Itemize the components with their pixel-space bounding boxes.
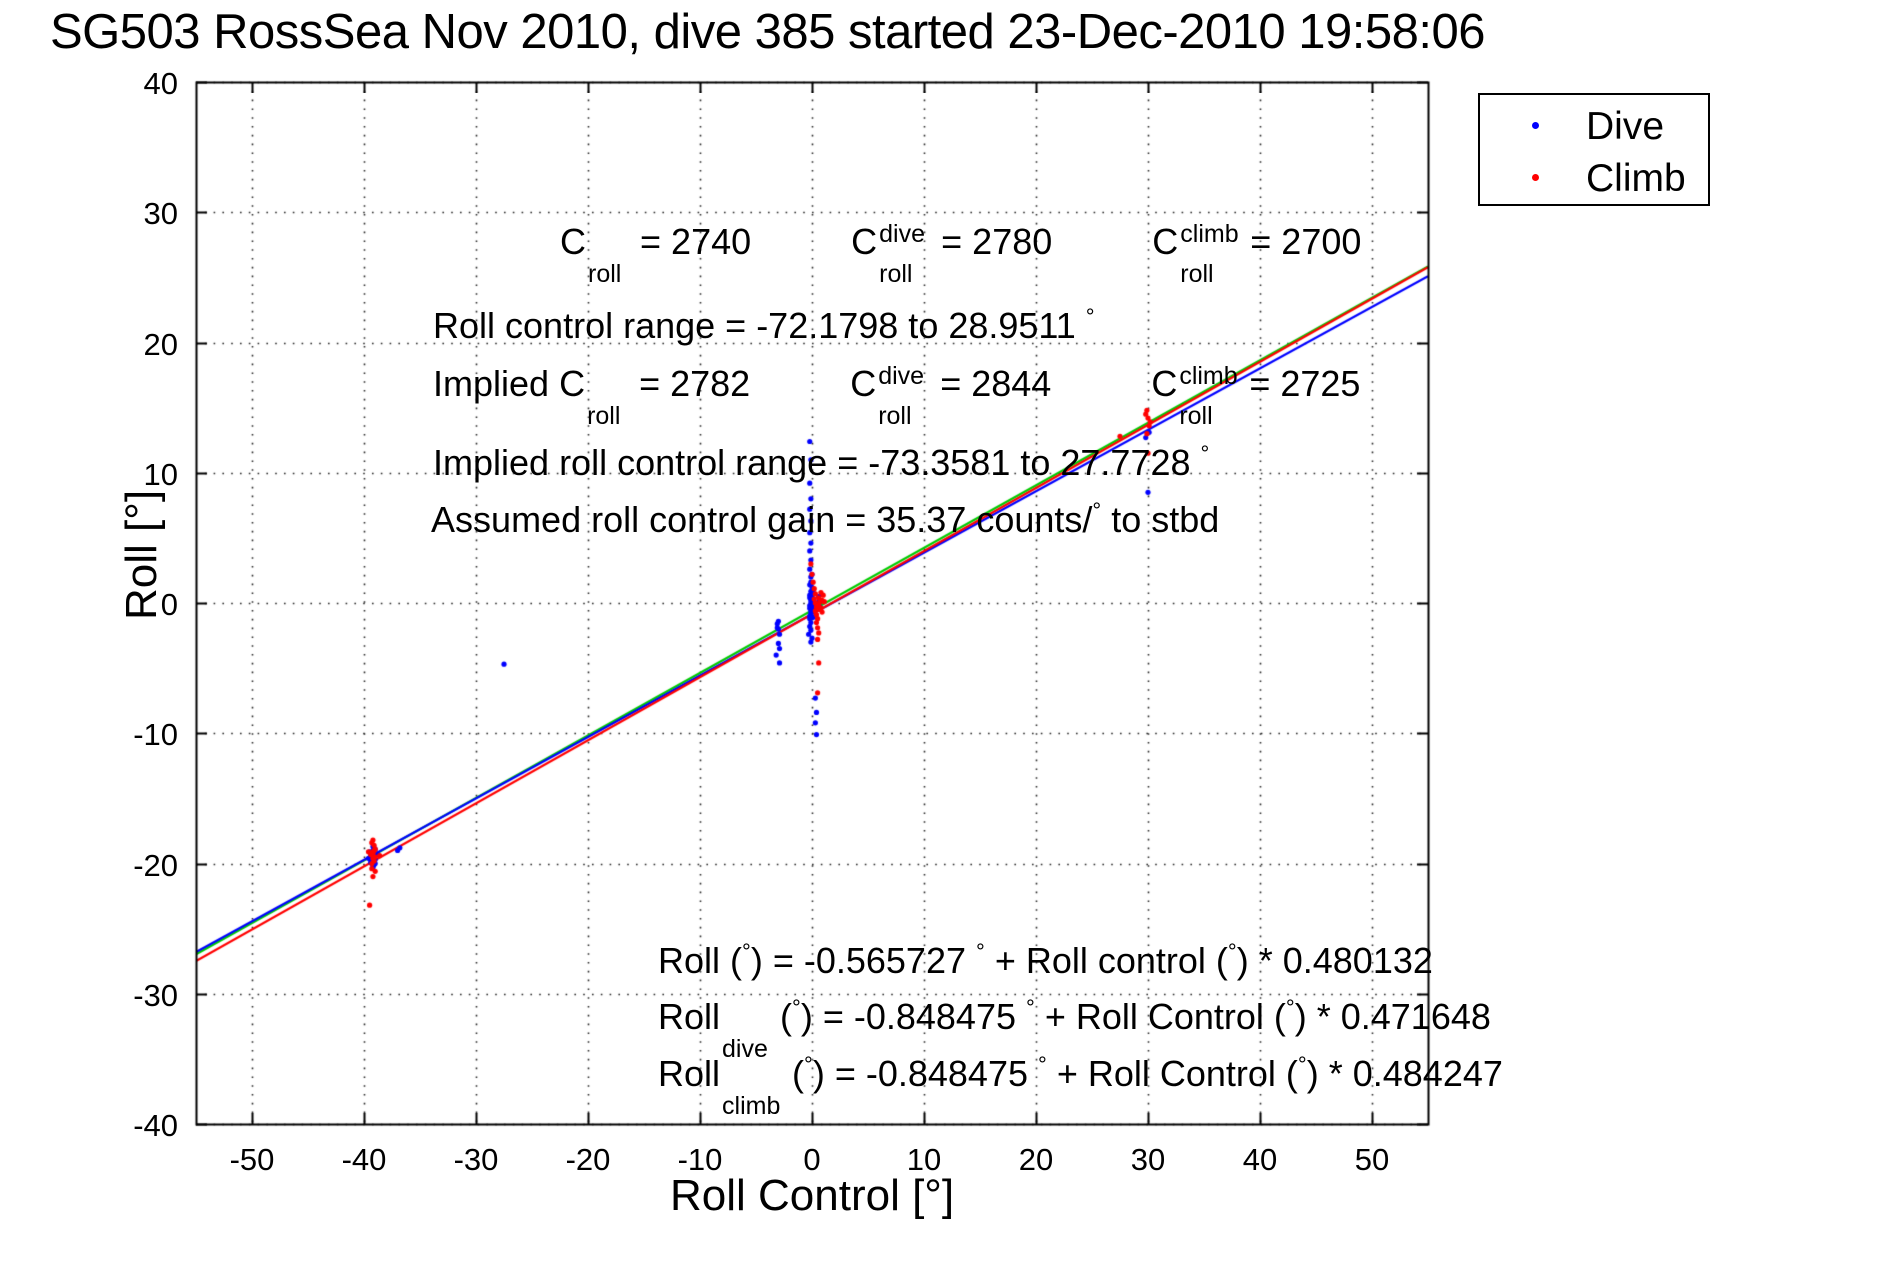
y-tick-label: 20 (143, 326, 178, 362)
implied-c-climb-value: = 2725 (1239, 363, 1361, 404)
degree-sign: ° (1297, 1052, 1307, 1077)
x-tick-label: 0 (803, 1142, 821, 1177)
x-tick-label: 50 (1354, 1142, 1390, 1177)
implied-c-dive-symbol: C (850, 363, 877, 404)
c-climb-superscript: climb (1180, 220, 1239, 248)
degree-sign: ° (1026, 995, 1035, 1020)
c-climb-subscript: roll (1180, 260, 1214, 288)
c-dive-superscript: dive (879, 220, 926, 248)
eq3-paren: ( (782, 1053, 805, 1094)
c-dive-value: = 2780 (931, 221, 1053, 262)
gain-text-prefix: Assumed roll control gain = 35.37 counts… (431, 499, 1093, 540)
degree-sign: ° (1085, 304, 1095, 329)
degree-sign: ° (742, 939, 751, 964)
legend-marker-climb (1532, 174, 1539, 181)
degree-sign: ° (1038, 1052, 1047, 1077)
legend-marker-dive (1532, 122, 1539, 129)
c-climb-symbol: C (1152, 221, 1179, 262)
x-tick-label: 20 (1018, 1142, 1054, 1177)
y-tick-label: -10 (133, 717, 178, 753)
annotation-assumed-gain: Assumed roll control gain = 35.37 counts… (393, 466, 1219, 574)
implied-c-climb-superscript: climb (1179, 362, 1238, 390)
implied-c-dive-value: = 2844 (930, 363, 1052, 404)
roll-control-range-text: Roll control range = -72.1798 to 28.9511 (433, 305, 1086, 346)
implied-c-dive-subscript: roll (878, 402, 912, 430)
eq3-mid2: + Roll Control ( (1046, 1053, 1298, 1094)
eq1-prefix: Roll ( (658, 940, 743, 981)
c-dive-subscript: roll (879, 260, 913, 288)
implied-c-roll-value: = 2782 (629, 363, 751, 404)
implied-range-text: Implied roll control range = -73.3581 to… (433, 442, 1201, 483)
legend-item-dive[interactable]: Dive (1480, 97, 1708, 153)
degree-sign: ° (792, 995, 801, 1020)
x-tick-label: -10 (677, 1142, 723, 1177)
x-tick-label: 30 (1130, 1142, 1166, 1177)
implied-c-roll-subscript: roll (587, 402, 621, 430)
y-tick-label: -30 (133, 977, 178, 1013)
eq2-mid: ) = -0.848475 (800, 996, 1027, 1037)
x-tick-label: 10 (906, 1142, 942, 1177)
implied-c-climb-subscript: roll (1179, 402, 1213, 430)
x-tick-label: 40 (1242, 1142, 1278, 1177)
implied-c-roll-prefix: Implied C (433, 363, 586, 404)
legend-label-climb: Climb (1586, 157, 1686, 200)
x-tick-label: -20 (565, 1142, 611, 1177)
c-roll-symbol: C (560, 221, 587, 262)
equation-roll-climb: Roll climb (°) = -0.848475 ° + Roll Contr… (618, 1020, 1503, 1128)
eq2-mid2: + Roll Control ( (1034, 996, 1286, 1037)
x-axis-label: Roll Control [°] (670, 1171, 955, 1220)
eq1-suffix: ) * 0.480132 (1236, 940, 1433, 981)
eq3-suffix: ) * 0.484247 (1306, 1053, 1503, 1094)
degree-sign: ° (804, 1052, 813, 1077)
legend-item-climb[interactable]: Climb (1480, 149, 1708, 205)
degree-sign: ° (1200, 441, 1210, 466)
x-tick-label: -40 (341, 1142, 387, 1177)
degree-sign: ° (976, 939, 985, 964)
legend-label-dive: Dive (1586, 105, 1665, 148)
eq2-prefix: Roll (658, 996, 721, 1037)
y-tick-label: -40 (133, 1108, 178, 1143)
x-tick-label: -50 (229, 1142, 275, 1177)
eq3-mid: ) = -0.848475 (812, 1053, 1039, 1094)
y-tick-label: 10 (143, 456, 178, 492)
implied-c-climb-symbol: C (1151, 363, 1178, 404)
gain-text-suffix: to stbd (1101, 499, 1220, 540)
y-tick-label: -20 (133, 847, 178, 883)
degree-sign: ° (1227, 939, 1237, 964)
eq3-prefix: Roll (658, 1053, 721, 1094)
equation-roll-dive: Roll dive (°) = -0.848475 ° + Roll Contro… (618, 963, 1491, 1071)
legend: Dive Climb (1478, 93, 1710, 206)
y-tick-label: 40 (143, 66, 178, 101)
c-roll-value: = 2740 (630, 221, 752, 262)
c-roll-subscript: roll (588, 260, 622, 288)
y-tick-label: 30 (143, 196, 178, 232)
degree-sign: ° (1092, 498, 1102, 523)
eq2-suffix: ) * 0.471648 (1294, 996, 1491, 1037)
equation-roll-all: Roll (°) = -0.565727 ° + Roll control (°… (618, 907, 1433, 1015)
eq3-subscript: climb (722, 1092, 781, 1120)
annotation-roll-control-range: Roll control range = -72.1798 to 28.9511… (393, 272, 1095, 380)
eq1-mid: ) = -0.565727 (750, 940, 977, 981)
degree-sign: ° (1285, 995, 1295, 1020)
c-climb-value: = 2700 (1240, 221, 1362, 262)
eq2-paren: ( (770, 996, 793, 1037)
x-tick-label: -30 (453, 1142, 499, 1177)
annotation-implied-roll-control-range: Implied roll control range = -73.3581 to… (393, 409, 1209, 517)
eq2-subscript: dive (722, 1035, 768, 1063)
eq1-mid2: + Roll control ( (984, 940, 1228, 981)
c-dive-symbol: C (851, 221, 878, 262)
figure-title: SG503 RossSea Nov 2010, dive 385 started… (50, 5, 1486, 59)
y-tick-label: 0 (160, 587, 178, 622)
implied-c-dive-superscript: dive (878, 362, 925, 390)
